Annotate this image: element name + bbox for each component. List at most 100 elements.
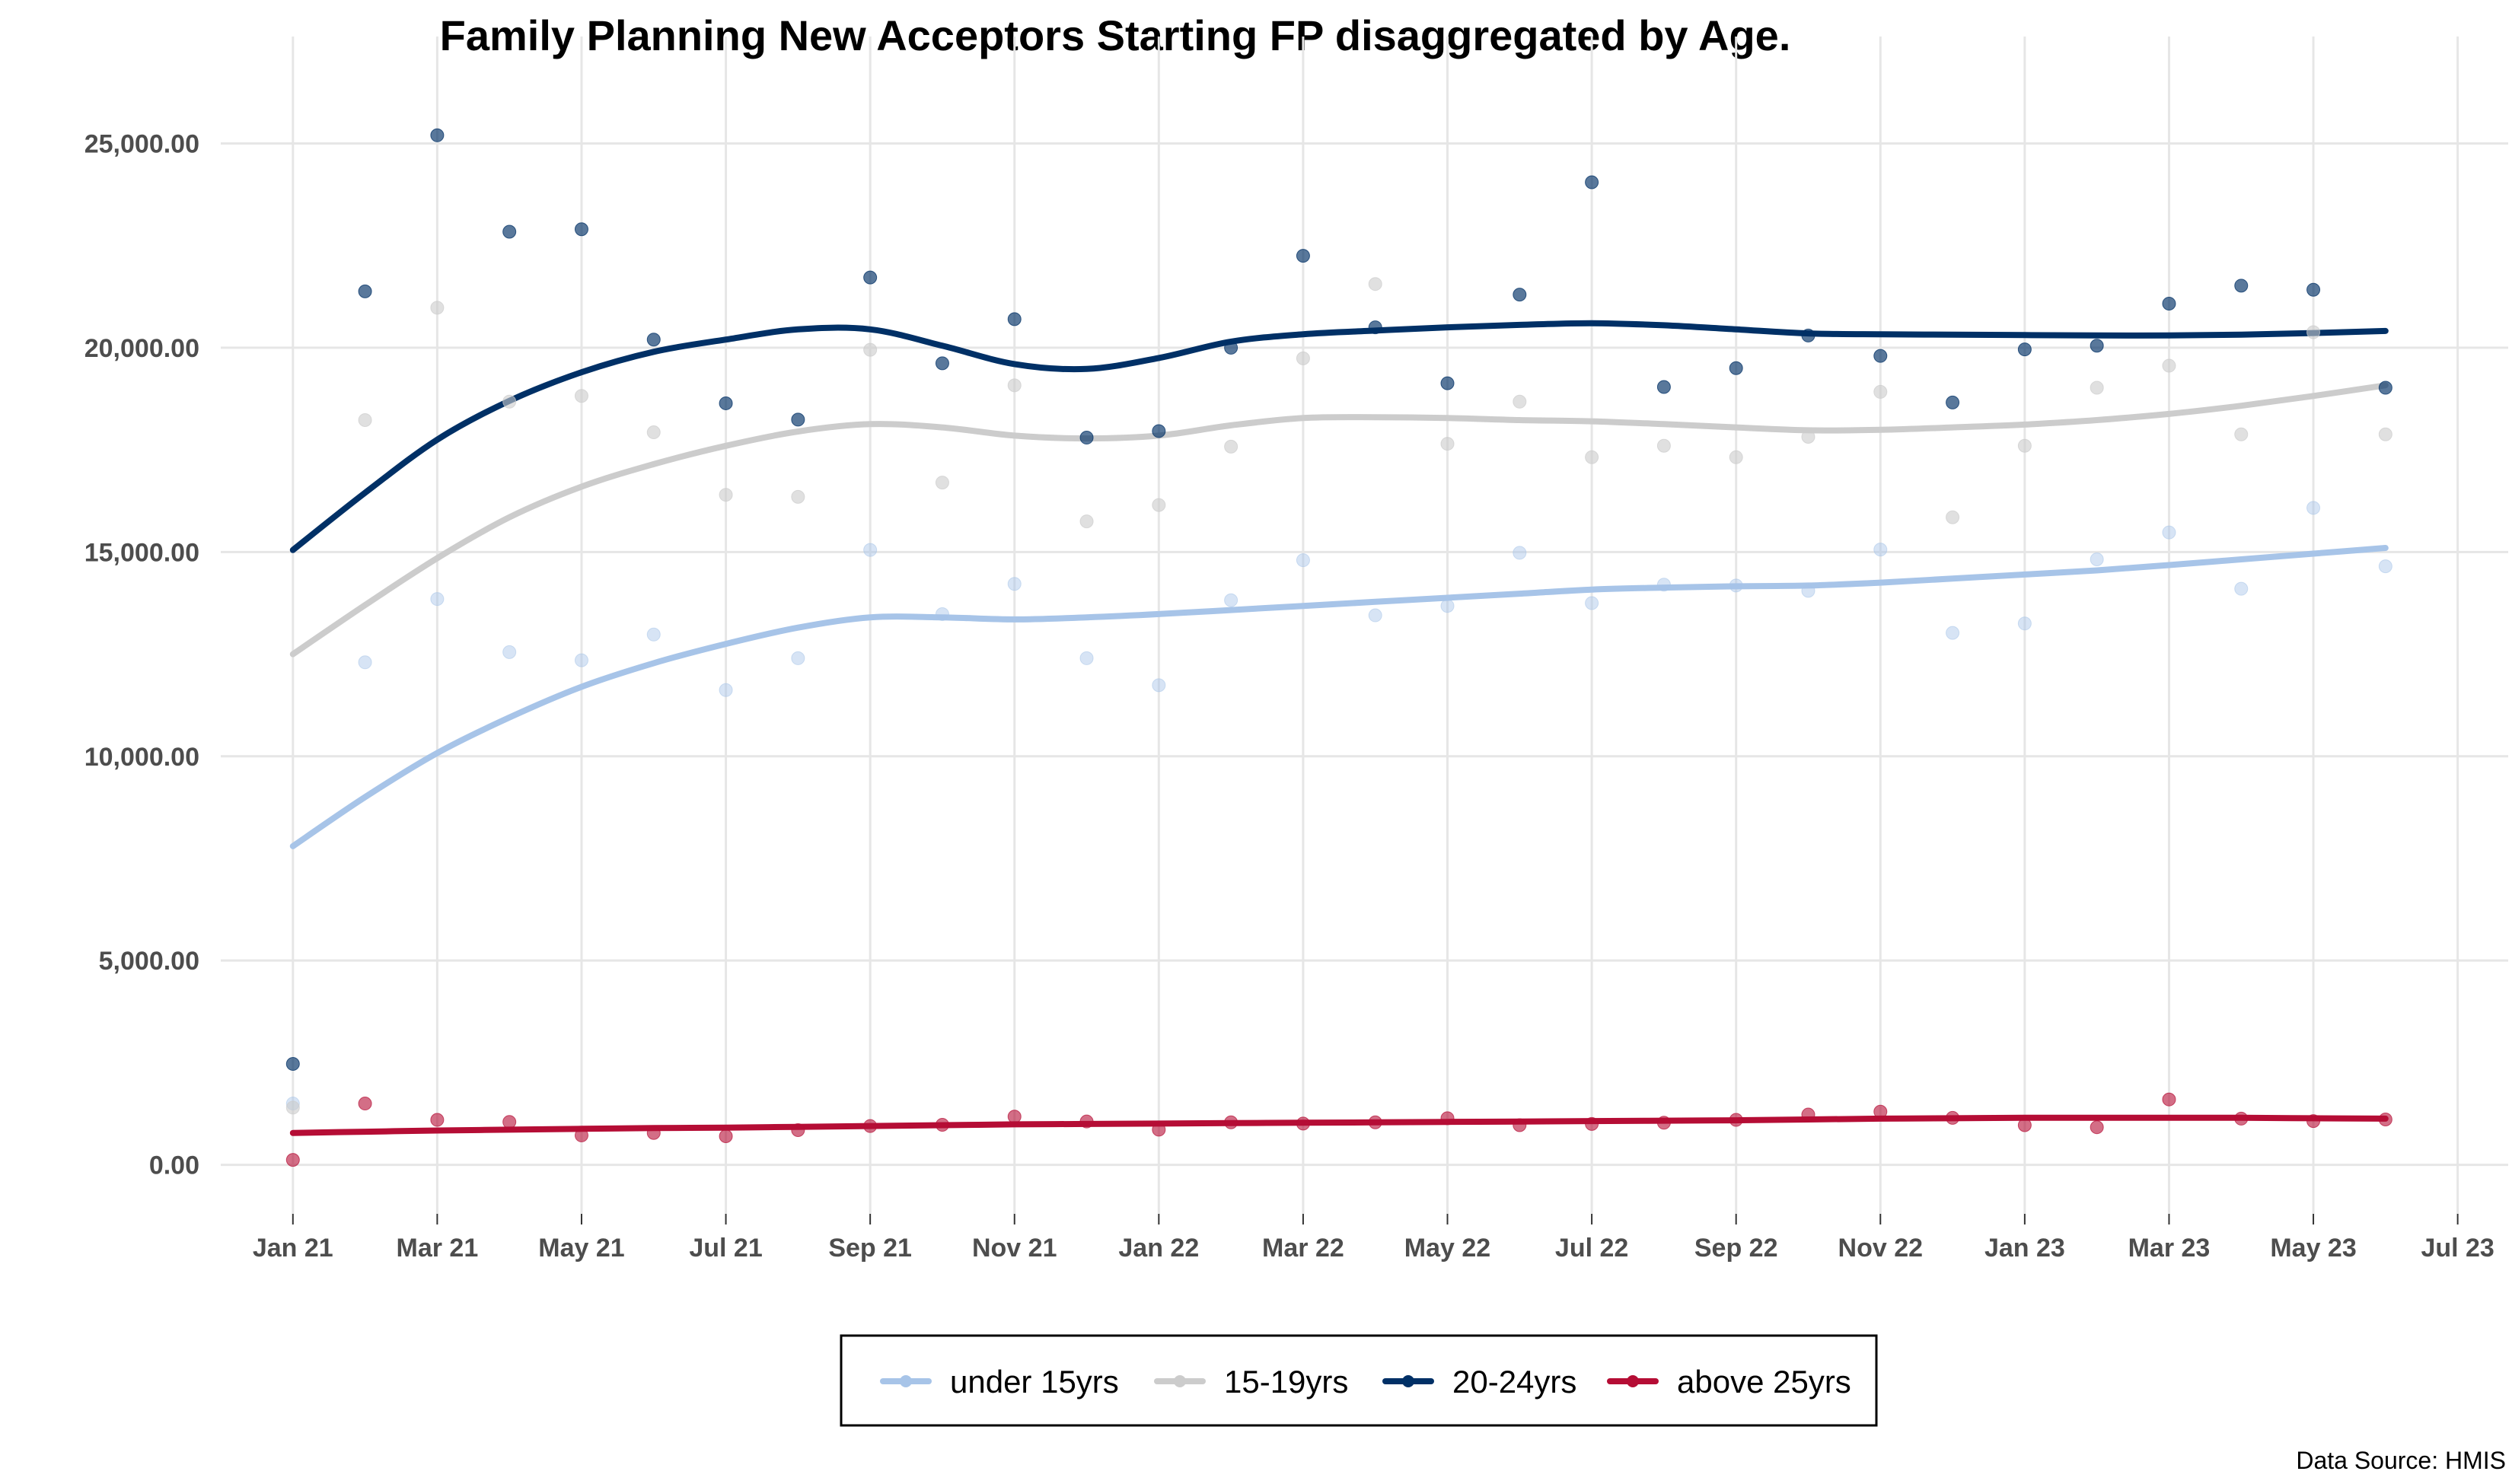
data-point-above-25yrs <box>719 1129 733 1144</box>
data-point-20-24yrs <box>358 284 372 298</box>
x-tick-label: Nov 22 <box>1838 1234 1924 1263</box>
data-point-under-15yrs <box>1224 593 1238 607</box>
data-point-20-24yrs <box>2090 339 2104 353</box>
trend-lines <box>289 320 2389 1136</box>
data-point-15-19yrs <box>2306 325 2321 339</box>
trend-line-20-24yrs <box>289 320 2389 553</box>
chart-title: Family Planning New Acceptors Starting F… <box>440 11 1791 59</box>
data-point-15-19yrs <box>1873 384 1888 399</box>
data-point-20-24yrs <box>1079 431 1094 445</box>
x-tick-label: Jan 23 <box>1984 1234 2065 1263</box>
x-tick-label: Mar 22 <box>1262 1234 1344 1263</box>
y-tick-label: 5,000.00 <box>99 947 199 976</box>
data-point-20-24yrs <box>2162 296 2176 310</box>
data-point-15-19yrs <box>791 489 805 504</box>
data-point-above-25yrs <box>1296 1116 1310 1131</box>
legend-box <box>840 1334 1878 1427</box>
data-point-above-25yrs <box>285 1153 300 1167</box>
data-point-above-25yrs <box>2306 1114 2321 1129</box>
data-point-under-15yrs <box>430 592 445 607</box>
data-point-under-15yrs <box>1440 599 1455 613</box>
data-point-20-24yrs <box>430 128 445 142</box>
y-tick-label: 15,000.00 <box>84 538 199 567</box>
data-point-20-24yrs <box>646 333 661 347</box>
y-tick-label: 20,000.00 <box>84 334 199 363</box>
data-point-20-24yrs <box>1440 376 1455 390</box>
data-point-under-15yrs <box>1368 608 1382 623</box>
data-point-20-24yrs <box>791 412 805 427</box>
x-tick-label: Mar 23 <box>2128 1234 2211 1263</box>
y-tick-label: 25,000.00 <box>84 130 199 159</box>
data-point-under-15yrs <box>2378 559 2392 574</box>
data-point-20-24yrs <box>1729 361 1743 375</box>
data-source-note: Data Source: HMIS <box>2296 1447 2506 1474</box>
legend-swatch-point <box>900 1375 912 1387</box>
data-point-20-24yrs <box>1873 349 1888 363</box>
data-point-20-24yrs <box>1007 312 1022 326</box>
x-tick-label: Jul 22 <box>1555 1234 1628 1263</box>
data-point-under-15yrs <box>719 683 733 697</box>
data-point-15-19yrs <box>1152 498 1166 512</box>
data-point-15-19yrs <box>1079 514 1094 529</box>
data-point-above-25yrs <box>646 1126 661 1140</box>
data-point-15-19yrs <box>1296 351 1310 365</box>
data-point-15-19yrs <box>935 476 949 490</box>
data-point-15-19yrs <box>1656 438 1671 453</box>
data-point-20-24yrs <box>1656 380 1671 394</box>
data-point-15-19yrs <box>1224 439 1238 454</box>
legend-label: under 15yrs <box>950 1364 1119 1400</box>
data-point-15-19yrs <box>1007 378 1022 393</box>
data-point-under-15yrs <box>1873 543 1888 557</box>
data-point-above-25yrs <box>2162 1092 2176 1107</box>
legend-items: under 15yrs 15-19yrs 20-24yrs above 25yrs <box>880 1364 1851 1400</box>
x-tick-label: Mar 21 <box>397 1234 479 1263</box>
data-point-15-19yrs <box>430 301 445 315</box>
legend-swatch-point <box>1174 1375 1186 1387</box>
data-point-15-19yrs <box>1440 437 1455 451</box>
legend-swatch-point <box>1402 1375 1414 1387</box>
data-point-15-19yrs <box>646 425 661 440</box>
data-point-20-24yrs <box>1152 424 1166 438</box>
data-point-15-19yrs <box>1368 277 1382 291</box>
data-point-above-25yrs <box>863 1119 878 1133</box>
data-point-above-25yrs <box>1368 1115 1382 1129</box>
data-point-20-24yrs <box>719 396 733 410</box>
data-point-15-19yrs <box>358 412 372 427</box>
x-tick-label: Jan 22 <box>1118 1234 1199 1263</box>
data-point-20-24yrs <box>502 225 517 239</box>
data-point-15-19yrs <box>2162 358 2176 373</box>
data-point-20-24yrs <box>1801 328 1815 342</box>
x-tick-label: Jul 23 <box>2421 1234 2494 1263</box>
data-point-above-25yrs <box>1079 1114 1094 1129</box>
data-point-15-19yrs <box>1801 429 1815 444</box>
legend-label: 15-19yrs <box>1224 1364 1348 1400</box>
data-point-above-25yrs <box>1513 1118 1527 1132</box>
data-point-20-24yrs <box>285 1056 300 1071</box>
data-point-under-15yrs <box>935 607 949 621</box>
data-point-above-25yrs <box>1656 1116 1671 1130</box>
data-point-15-19yrs <box>1729 450 1743 464</box>
legend-swatch-point <box>1627 1375 1639 1387</box>
x-tick-label: Jul 21 <box>689 1234 762 1263</box>
data-point-20-24yrs <box>2234 279 2249 293</box>
data-point-15-19yrs <box>285 1100 300 1115</box>
data-point-15-19yrs <box>502 394 517 409</box>
data-point-under-15yrs <box>1729 578 1743 593</box>
data-point-above-25yrs <box>1801 1107 1815 1122</box>
legend-label: above 25yrs <box>1677 1364 1851 1400</box>
data-point-under-15yrs <box>2017 616 2032 631</box>
data-point-under-15yrs <box>1296 553 1310 568</box>
data-point-above-25yrs <box>2017 1118 2032 1132</box>
y-tick-label: 10,000.00 <box>84 743 199 772</box>
x-tick-label: May 22 <box>1404 1234 1490 1263</box>
data-point-15-19yrs <box>2017 438 2032 453</box>
data-point-above-25yrs <box>1152 1123 1166 1137</box>
axes: 0.00 5,000.00 10,000.00 15,000.00 20,000.00 2… <box>84 130 2494 1263</box>
data-point-under-15yrs <box>1007 577 1022 591</box>
data-point-under-15yrs <box>574 653 588 667</box>
data-point-20-24yrs <box>935 356 949 371</box>
data-point-under-15yrs <box>1585 596 1599 610</box>
data-point-above-25yrs <box>502 1115 517 1129</box>
data-point-above-25yrs <box>1585 1116 1599 1131</box>
data-point-under-15yrs <box>1656 578 1671 592</box>
